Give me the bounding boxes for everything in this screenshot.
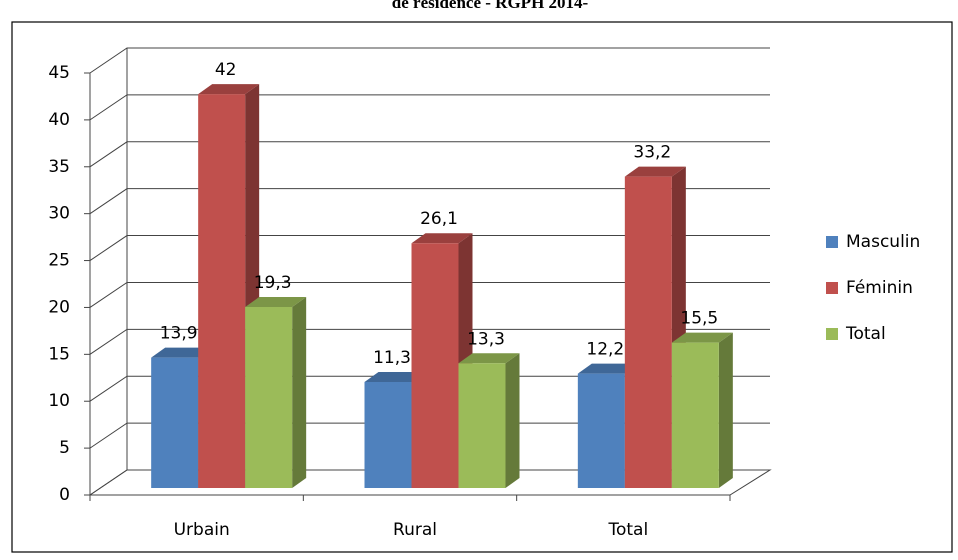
y-tick-label: 15: [48, 344, 70, 364]
y-tick-label: 10: [48, 391, 70, 411]
grid-line: [89, 188, 770, 215]
bar-face: [151, 347, 213, 358]
grid-line: [89, 328, 770, 355]
bar-face: [411, 243, 459, 488]
grid-line: [89, 47, 770, 74]
y-tick-label: 40: [48, 110, 70, 130]
legend-swatch: [826, 328, 838, 340]
bar-face: [671, 342, 719, 488]
grid-line: [89, 422, 770, 449]
bar-face: [245, 307, 293, 488]
bar-face: [364, 382, 412, 488]
legend-swatch: [826, 282, 838, 294]
data-label: 13,9: [160, 324, 198, 344]
y-tick-label: 5: [59, 438, 70, 458]
x-tick-label: Urbain: [174, 520, 230, 540]
data-label: 12,2: [586, 340, 624, 360]
y-tick-label: 35: [48, 157, 70, 177]
bar-face: [245, 297, 307, 308]
legend-label: Total: [845, 324, 886, 344]
bar-face: [364, 372, 426, 383]
bar: [671, 332, 733, 488]
grid-line: [89, 281, 770, 308]
y-tick-label: 30: [48, 204, 70, 224]
bar-face: [577, 363, 639, 374]
bar-face: [458, 363, 506, 488]
grid-line: [89, 235, 770, 261]
x-tick-label: Rural: [393, 520, 437, 540]
y-tick-label: 45: [48, 63, 70, 83]
bar-face: [505, 353, 520, 488]
y-tick-label: 25: [48, 251, 70, 271]
legend-label: Masculin: [846, 232, 920, 252]
data-label: 19,3: [254, 273, 292, 293]
grid-line: [89, 375, 770, 402]
bar-face: [292, 297, 307, 488]
data-label: 33,2: [633, 143, 671, 163]
bar-face: [198, 84, 260, 95]
grid-line: [89, 94, 770, 121]
bar-face: [671, 332, 733, 343]
bar-face: [411, 233, 473, 244]
bar-face: [718, 332, 733, 488]
data-label: 13,3: [467, 329, 505, 349]
bar-face: [151, 357, 199, 488]
bar-face: [198, 94, 246, 488]
data-label: 15,5: [680, 309, 718, 329]
y-tick-label: 0: [59, 485, 70, 505]
legend-swatch: [826, 236, 838, 248]
bar: [245, 297, 307, 488]
bar-face: [624, 166, 686, 177]
bar-face: [624, 176, 672, 488]
data-label: 42: [215, 60, 237, 80]
data-label: 11,3: [373, 348, 411, 368]
legend-label: Féminin: [846, 278, 913, 298]
chart-title: de résidence - RGPH 2014-: [392, 0, 589, 12]
bar-face: [577, 373, 625, 488]
bar-face: [458, 353, 520, 364]
grid-line: [89, 141, 770, 168]
x-tick-label: Total: [607, 520, 648, 540]
bar: [458, 353, 520, 488]
grid-line: [89, 469, 770, 496]
data-label: 26,1: [420, 209, 458, 229]
y-tick-label: 20: [48, 297, 70, 317]
